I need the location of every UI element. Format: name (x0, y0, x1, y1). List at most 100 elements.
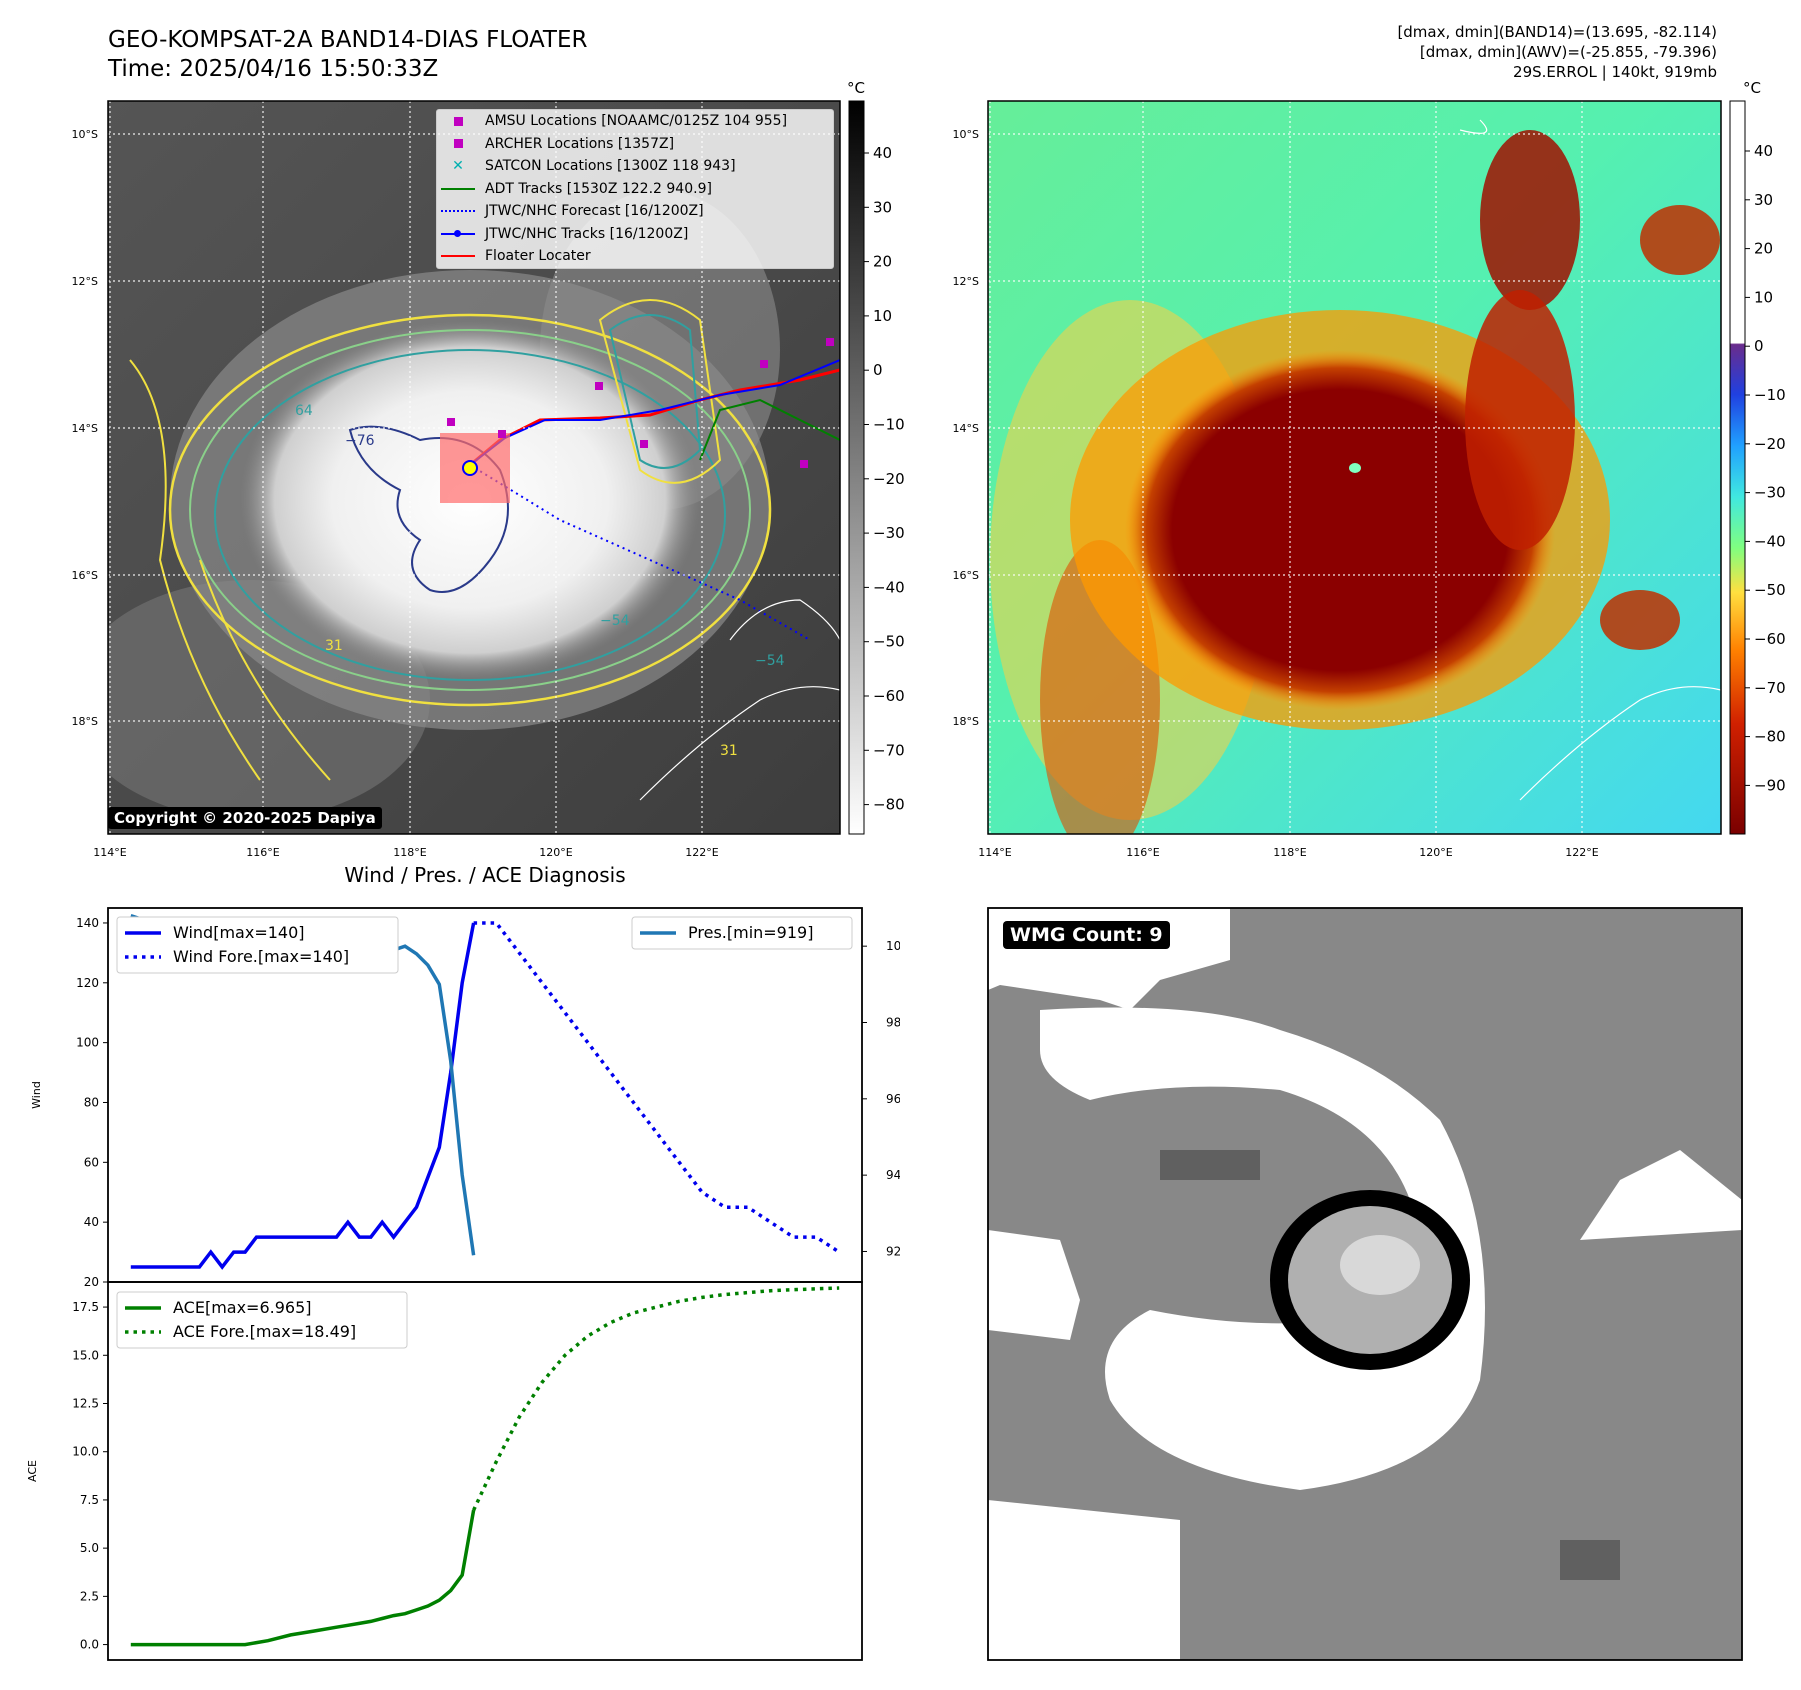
ace-axes-frame (107, 1281, 863, 1661)
colorbar-tick-label: −40 (873, 578, 905, 596)
legend-item-adt: ADT Tracks [1530Z 122.2 940.9] (437, 178, 833, 201)
colorbar-tick-label: −20 (1754, 435, 1786, 453)
x-marker-icon: ✕ (452, 158, 464, 175)
ir-colorbar-unit: °C (847, 79, 865, 97)
figure-stats: [dmax, dmin](BAND14)=(13.695, -82.114) [… (1397, 22, 1717, 82)
colorbar-tick-label: −90 (1754, 776, 1786, 794)
contour-label-4: −54 (755, 653, 785, 669)
awv-lat-label: 18°S (953, 715, 979, 728)
colorbar-tick-label: 10 (1754, 288, 1773, 306)
contour-label-3: −54 (600, 613, 630, 629)
colorbar-tick-label: −50 (873, 633, 905, 651)
solid-line-icon (441, 255, 475, 258)
wind-axis-label: Wind (30, 1081, 43, 1109)
dot-line-icon (441, 229, 475, 237)
colorbar-tick-label: 20 (873, 253, 892, 271)
ir-lat-label: 14°S (72, 422, 98, 435)
awv-lon-label: 122°E (1565, 846, 1598, 859)
colorbar-tick-label: −60 (1754, 630, 1786, 648)
colorbar-tick-label: 0 (873, 361, 883, 379)
ace-y-tick-label: 15.0 (72, 1348, 99, 1362)
awv-lon-label: 118°E (1273, 846, 1306, 859)
ace-legend: ACE[max=6.965] ACE Fore.[max=18.49] (116, 1291, 408, 1349)
legend-item-archer: ARCHER Locations [1357Z] (437, 133, 833, 156)
colorbar-tick-label: −10 (873, 416, 905, 434)
ir-lat-label: 18°S (72, 715, 98, 728)
ir-lat-label: 10°S (72, 128, 98, 141)
copyright-badge: Copyright © 2020-2025 Dapiya (108, 807, 382, 829)
colorbar-tick-label: 10 (873, 307, 892, 325)
legend-item-amsu: AMSU Locations [NOAAMC/0125Z 104 955] (437, 110, 833, 133)
dotted-line-icon (441, 210, 475, 213)
colorbar-tick-label: −60 (873, 687, 905, 705)
wind-y-tick-label: 140 (76, 916, 99, 930)
colorbar-tick-label: 20 (1754, 240, 1773, 258)
legend-label: Pres.[min=919] (688, 923, 813, 942)
ace-axis-label: ACE (26, 1460, 39, 1482)
colorbar-tick-label: 0 (1754, 337, 1764, 355)
legend-label: JTWC/NHC Tracks [16/1200Z] (485, 225, 689, 242)
wmg-count-badge: WMG Count: 9 (1003, 921, 1170, 949)
ir-lon-label: 114°E (93, 846, 126, 859)
ace-forecast-series-line (472, 1286, 840, 1511)
awv-colorbar-unit: °C (1743, 79, 1761, 97)
pressure-y-tick-label: 980 (886, 1015, 900, 1029)
ir-lon-label: 118°E (393, 846, 426, 859)
ir-legend: AMSU Locations [NOAAMC/0125Z 104 955] AR… (436, 109, 834, 269)
title-line-1: GEO-KOMPSAT-2A BAND14-DIAS FLOATER (108, 27, 588, 53)
colorbar-tick-label: −70 (873, 741, 905, 759)
legend-item-jtwc-forecast: JTWC/NHC Forecast [16/1200Z] (437, 200, 833, 223)
ace-y-tick-label: 17.5 (72, 1300, 99, 1314)
contour-label-6: 31 (720, 743, 738, 759)
ir-colorbar (848, 100, 865, 835)
pressure-y-tick-label: 940 (886, 1168, 900, 1182)
legend-item-jtwc-tracks: JTWC/NHC Tracks [16/1200Z] (437, 223, 833, 246)
ace-y-tick-label: 7.5 (80, 1493, 99, 1507)
pressure-y-tick-label: 960 (886, 1092, 900, 1106)
legend-label: Wind[max=140] (173, 923, 305, 942)
colorbar-tick-label: 30 (873, 198, 892, 216)
colorbar-tick-label: 40 (873, 144, 892, 162)
awv-lon-label: 116°E (1126, 846, 1159, 859)
legend-label: ARCHER Locations [1357Z] (485, 135, 675, 152)
colorbar-tick-label: −30 (1754, 484, 1786, 502)
square-marker-icon (441, 114, 475, 128)
colorbar-tick-label: −10 (1754, 386, 1786, 404)
diagnosis-title: Wind / Pres. / ACE Diagnosis (344, 863, 626, 887)
legend-label: Floater Locater (485, 248, 591, 265)
solid-line-icon (441, 187, 475, 190)
pressure-legend: Pres.[min=919] (631, 916, 853, 950)
colorbar-tick-label: −70 (1754, 679, 1786, 697)
stats-awv: [dmax, dmin](AWV)=(-25.855, -79.396) (1419, 43, 1717, 61)
legend-label: ACE[max=6.965] (173, 1298, 312, 1317)
legend-label: ACE Fore.[max=18.49] (173, 1322, 356, 1341)
awv-lat-label: 16°S (953, 569, 979, 582)
contour-label-2: 64 (295, 403, 313, 419)
wind-legend: Wind[max=140] Wind Fore.[max=140] (116, 916, 399, 974)
wind-y-tick-label: 60 (84, 1155, 99, 1169)
diagnosis-chart: 20 40 60 80 100 120 140 920 940 960 980 1000 0.0 2.5 5… (26, 907, 900, 1661)
wind-y-tick-label: 40 (84, 1215, 99, 1229)
awv-colorbar (1729, 100, 1746, 835)
legend-label: Wind Fore.[max=140] (173, 947, 349, 966)
awv-lon-label: 120°E (1419, 846, 1452, 859)
colorbar-tick-label: −30 (873, 524, 905, 542)
wind-y-tick-label: 80 (84, 1095, 99, 1109)
stats-storm: 29S.ERROL | 140kt, 919mb (1513, 63, 1717, 81)
ace-y-tick-label: 0.0 (80, 1638, 99, 1652)
ir-lon-label: 122°E (685, 846, 718, 859)
awv-lat-label: 14°S (953, 422, 979, 435)
ace-y-tick-label: 2.5 (80, 1589, 99, 1603)
wind-y-tick-label: 100 (76, 1036, 99, 1050)
legend-label: JTWC/NHC Forecast [16/1200Z] (485, 203, 704, 220)
ace-y-tick-label: 5.0 (80, 1541, 99, 1555)
square-marker-icon (441, 137, 475, 151)
contour-label-1: −76 (345, 433, 375, 449)
wind-series-line (130, 922, 476, 1270)
colorbar-tick-label: 30 (1754, 191, 1773, 209)
legend-label: ADT Tracks [1530Z 122.2 940.9] (485, 180, 712, 197)
colorbar-tick-label: 40 (1754, 142, 1773, 160)
legend-item-floater: Floater Locater (437, 245, 833, 268)
legend-label: AMSU Locations [NOAAMC/0125Z 104 955] (485, 113, 788, 130)
